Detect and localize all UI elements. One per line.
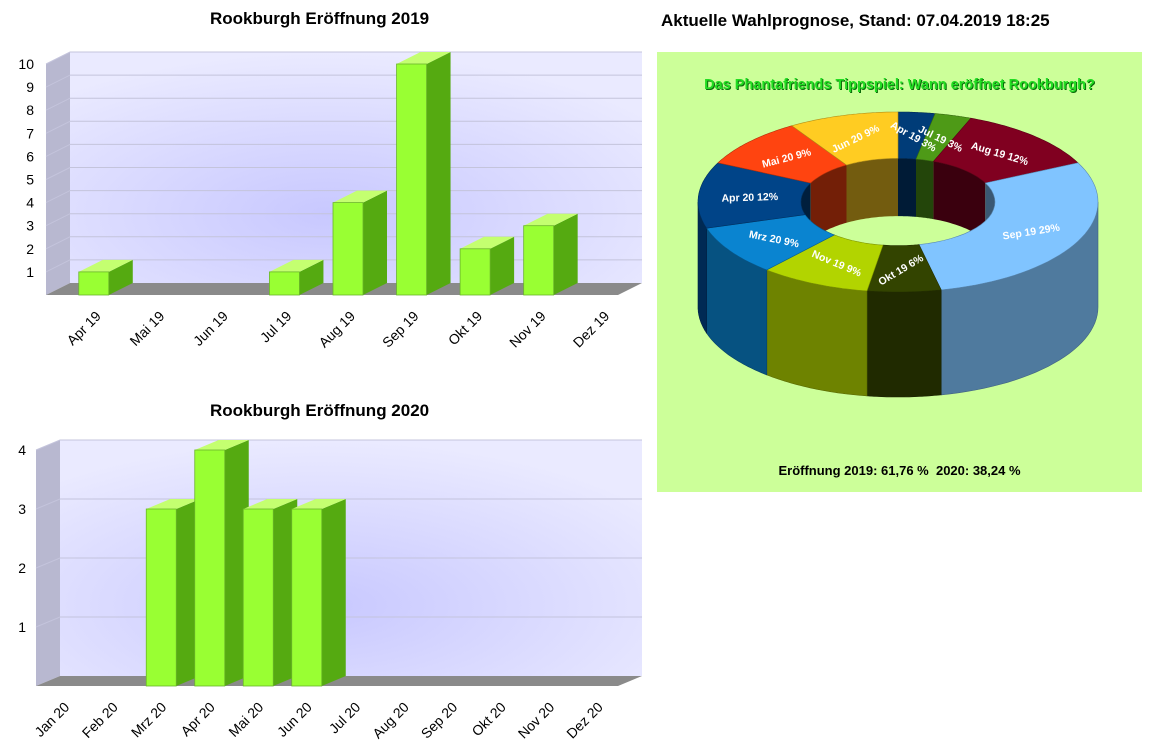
donut-slice-inner-wall	[846, 158, 898, 223]
bar2020-y-tick-label: 3	[18, 501, 26, 517]
bar-chart-2020-title: Rookburgh Eröffnung 2020	[210, 401, 430, 420]
donut-slice	[918, 162, 1099, 291]
bar2020-x-tick-label: Feb 20	[79, 699, 121, 741]
donut-slice-inner-wall	[898, 158, 916, 217]
bar2019-y-tick-label: 2	[26, 241, 34, 257]
bar2019-bar	[459, 236, 515, 296]
donut-top-faces	[697, 111, 1099, 293]
bar2019-y-tick-label: 10	[18, 56, 34, 72]
donut-slice	[766, 234, 884, 292]
bar2020-gridline	[35, 557, 642, 569]
bar2020-x-tick-label: Mrz 20	[128, 699, 170, 741]
bar2019-gridline	[45, 167, 642, 180]
bar-chart-2020: 1 2 3 4 Jan 20 Feb 20 Mrz 20 Apr 20 Mai 20 Jun 20…	[18, 439, 642, 742]
bar2020-y-tick-label: 4	[18, 442, 26, 458]
bar2019-y-tick-label: 1	[26, 264, 34, 280]
bar2020-gridline	[35, 616, 642, 628]
bar2019-y-tick-label: 7	[26, 125, 34, 141]
donut-slice-label: Apr 20 12%	[721, 191, 779, 205]
bar2020-plot: 1 2 3 4 Jan 20 Feb 20 Mrz 20 Apr 20 Mai 20 Jun 20…	[18, 439, 642, 742]
bar2019-y-tick-label: 9	[26, 79, 34, 95]
bar2020-bar	[194, 440, 249, 687]
bar2020-bar	[145, 499, 201, 687]
donut-slice	[932, 117, 1079, 184]
bar-chart-2019-title: Rookburgh Eröffnung 2019	[210, 9, 430, 28]
bar2020-x-tick-label: Apr 20	[177, 699, 218, 740]
bar2019-y-tick-label: 6	[26, 148, 34, 164]
bar2020-gridline	[35, 439, 642, 451]
bar2019-gridline	[45, 74, 642, 88]
bar2020-bar	[291, 499, 346, 687]
donut-slice	[791, 111, 899, 166]
bar2019-gridline	[45, 190, 642, 204]
donut-slice	[697, 162, 812, 229]
bar2020-x-tick-label: Okt 20	[468, 699, 509, 740]
bar2019-bar	[523, 213, 578, 296]
bar2019-gridline	[45, 51, 642, 65]
donut-slice-wall	[866, 289, 942, 398]
bar2019-bar	[269, 259, 324, 296]
bar2019-gridline	[45, 259, 642, 273]
bar2020-y-tick-label: 1	[18, 619, 26, 635]
bar2020-x-tick-label: Dez 20	[563, 699, 606, 742]
bar2019-y-tick-label: 3	[26, 218, 34, 234]
bar2020-y-tick-label: 2	[18, 560, 26, 576]
donut-slice	[866, 244, 942, 293]
bar2019-gridline	[45, 143, 642, 157]
bar2019-y-tick-label: 8	[26, 102, 34, 118]
bar2020-x-tick-label: Jan 20	[31, 699, 72, 740]
donut-slice-inner-wall	[810, 165, 847, 241]
bar2019-bar	[332, 190, 387, 296]
bar2020-gridline	[35, 498, 642, 510]
bar2020-x-tick-label: Jul 20	[326, 699, 364, 737]
bar2019-bar	[78, 259, 133, 296]
bar2019-y-tick-label: 4	[26, 195, 34, 211]
bar2019-gridline	[45, 213, 642, 227]
bar2020-x-tick-label: Aug 20	[369, 699, 412, 742]
donut-slice	[915, 113, 972, 162]
donut-slice-inner-wall	[933, 161, 986, 241]
bar2019-bar	[396, 52, 451, 296]
bar2020-x-tick-label: Jun 20	[274, 699, 315, 740]
bar2019-gridline	[45, 120, 642, 134]
donut-slice-inner-wall	[916, 159, 934, 220]
pie-chart-title: Aktuelle Wahlprognose, Stand: 07.04.2019…	[661, 11, 1050, 30]
donut-chart: Apr 19 3%Jul 19 3% Aug 19 12%Sep 19 29%Ok…	[697, 111, 1099, 398]
pie-chart-panel: Das Phantafriends Tippspiel: Wann eröffn…	[657, 52, 1142, 492]
bar2020-bar	[242, 499, 298, 687]
pie-chart-subtitle: Das Phantafriends Tippspiel: Wann eröffn…	[704, 77, 1095, 93]
bar2020-x-tick-label: Nov 20	[515, 699, 558, 742]
bar2019-gridline	[45, 97, 642, 111]
donut-slice	[897, 111, 936, 160]
bar2020-x-tick-label: Mai 20	[225, 699, 266, 740]
bar2020-x-tick-label: Sep 20	[418, 699, 461, 742]
bar2019-y-tick-label: 5	[26, 172, 34, 188]
bar2019-gridline	[45, 236, 642, 250]
donut-slice	[717, 125, 848, 184]
pie-chart-footer: Eröffnung 2019: 61,76 % 2020: 38,24 %	[778, 463, 1021, 478]
donut-slice	[706, 214, 836, 271]
